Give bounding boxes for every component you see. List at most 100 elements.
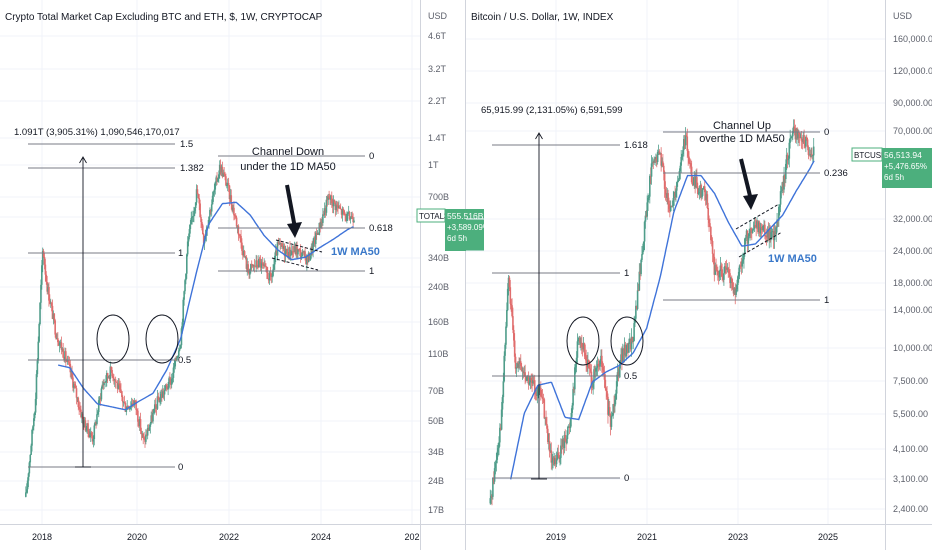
panel2-candle	[607, 396, 609, 415]
panel2-candle	[628, 338, 631, 343]
panel1-candle	[61, 348, 64, 350]
panel1-candle	[31, 429, 33, 446]
panel1-candle	[95, 422, 97, 424]
panel2-candle	[498, 442, 500, 449]
panel1-candle	[313, 237, 315, 243]
panel1-candle	[257, 265, 259, 268]
panel1-candle	[82, 418, 85, 428]
panel1-candle	[202, 225, 204, 235]
panel2-candle	[615, 381, 618, 394]
panel1-candle	[105, 380, 107, 383]
panel2-candle	[579, 337, 581, 343]
panel2-candle	[729, 273, 731, 284]
panel1-candle	[175, 357, 177, 361]
panel2-candle	[706, 194, 709, 209]
panel1-candle	[346, 213, 348, 221]
panel1-candle	[134, 400, 137, 402]
panel1-candle	[285, 248, 288, 251]
panel2-candle	[594, 368, 597, 372]
panel2-candle	[529, 377, 532, 383]
panel2-candle	[708, 219, 710, 224]
panel1-candle	[321, 221, 323, 223]
panel2-candle	[502, 381, 505, 398]
panel1-candle	[65, 351, 67, 362]
panel2-highlight-circle	[566, 316, 600, 366]
panel2-candle	[587, 360, 590, 369]
panel1-candle	[268, 272, 271, 281]
panel2-candle	[764, 235, 767, 237]
panel1-candle	[258, 258, 261, 261]
panel1-candle	[71, 370, 73, 378]
panel2-y-tick-label: 3,100.00	[893, 474, 928, 484]
panel1-price-tag-change: +3,589.09%	[447, 223, 490, 232]
panel2-candle	[761, 228, 764, 231]
panel1-candle	[101, 384, 104, 389]
panel1-candle	[247, 264, 249, 272]
panel2-candle	[713, 256, 716, 275]
panel2-candle	[791, 136, 793, 138]
panel2-candle	[672, 197, 675, 206]
panel1-candle	[169, 378, 171, 380]
panel2-candle	[604, 379, 607, 389]
panel2-x-tick-label: 2025	[818, 532, 838, 542]
panel2-candle	[726, 267, 729, 270]
panel1-candle	[42, 250, 45, 257]
panel2-candle	[537, 385, 540, 390]
panel1-candle	[165, 385, 168, 387]
panel2-candle	[765, 236, 768, 238]
panel1-x-tick-label: 202	[404, 532, 419, 542]
panel1-candle	[237, 225, 240, 235]
panel1-candle	[314, 237, 316, 244]
panel1-candle	[27, 473, 30, 481]
panel2-candle	[739, 265, 742, 267]
panel1-candle	[124, 403, 127, 412]
panel1-candle	[297, 249, 299, 255]
panel2-candle	[764, 224, 766, 236]
panel2-candle	[710, 226, 712, 241]
panel1-candle	[254, 266, 257, 268]
panel1-candle	[192, 216, 194, 217]
panel2-candle	[582, 343, 585, 350]
panel1-candle	[323, 208, 326, 216]
panel1-price-tag-symbol: TOTAL3	[419, 212, 449, 221]
panel1-candle	[344, 214, 346, 216]
panel1-highlight-circle	[96, 314, 130, 364]
panel2-candle	[622, 348, 625, 356]
panel1-candle	[114, 379, 117, 382]
panel2-candle	[786, 154, 789, 161]
panel1-candle	[137, 410, 139, 422]
panel1-candle	[25, 492, 27, 497]
panel1-candle	[325, 199, 328, 213]
panel1-candle	[186, 241, 189, 255]
panel1-candle	[97, 400, 100, 412]
panel1-candle	[100, 388, 103, 400]
panel1-candle	[67, 359, 70, 363]
panel2-candle	[521, 370, 524, 372]
panel2-candles	[489, 119, 815, 506]
panel2-candle	[588, 368, 591, 370]
panel1-candle	[328, 196, 330, 198]
panel1-measure-arrowhead	[79, 156, 87, 164]
panel1-candle	[283, 245, 286, 257]
panel1-fib-label: 1	[178, 248, 183, 259]
panel2-candle	[499, 427, 502, 430]
panel2-y-tick-label: 90,000.00	[893, 98, 932, 108]
panel1-fib-label: 0.5	[178, 355, 191, 366]
panel1-candle	[83, 420, 86, 428]
panel1-ma50-line	[58, 201, 354, 411]
panel2-fib-label: 0	[624, 473, 629, 484]
panel1-candle	[281, 243, 283, 247]
panel2-candle	[679, 165, 682, 171]
panel1-candle	[48, 286, 50, 301]
panel1-candle	[299, 249, 302, 258]
panel1-candle	[121, 391, 123, 397]
panel2-ma50-line	[510, 160, 815, 480]
panel1-candle	[336, 204, 338, 206]
panel1-candle	[307, 252, 310, 263]
panel1-candle	[246, 264, 249, 269]
panel2-candle	[715, 265, 717, 271]
panel2-candle	[525, 376, 527, 381]
